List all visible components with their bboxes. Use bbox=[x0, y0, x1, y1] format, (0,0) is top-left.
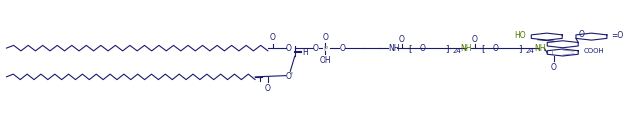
Text: [: [ bbox=[481, 44, 484, 53]
Text: COOH: COOH bbox=[584, 48, 605, 54]
Text: O: O bbox=[579, 30, 584, 39]
Text: O: O bbox=[322, 34, 329, 42]
Text: ]: ] bbox=[445, 44, 449, 54]
Text: O: O bbox=[471, 35, 478, 44]
Text: 24: 24 bbox=[526, 48, 535, 54]
Text: NH: NH bbox=[388, 44, 399, 53]
Text: NH: NH bbox=[461, 44, 472, 53]
Text: O: O bbox=[551, 63, 557, 72]
Text: [: [ bbox=[408, 44, 412, 53]
Text: O: O bbox=[286, 44, 292, 53]
Text: O: O bbox=[493, 44, 498, 53]
Text: O': O' bbox=[286, 72, 294, 81]
Text: O: O bbox=[339, 44, 345, 53]
Text: ]: ] bbox=[518, 44, 521, 54]
Text: OH: OH bbox=[320, 56, 331, 65]
Text: P: P bbox=[323, 46, 327, 52]
Text: H: H bbox=[302, 48, 308, 57]
Text: O: O bbox=[420, 44, 426, 53]
Text: =O: =O bbox=[611, 31, 623, 40]
Text: HO: HO bbox=[514, 31, 526, 40]
Text: O: O bbox=[399, 35, 405, 44]
Text: O: O bbox=[269, 34, 276, 42]
Text: O: O bbox=[313, 44, 318, 53]
Text: NH: NH bbox=[534, 44, 545, 53]
Text: O: O bbox=[264, 84, 271, 93]
Text: 24: 24 bbox=[453, 48, 462, 54]
